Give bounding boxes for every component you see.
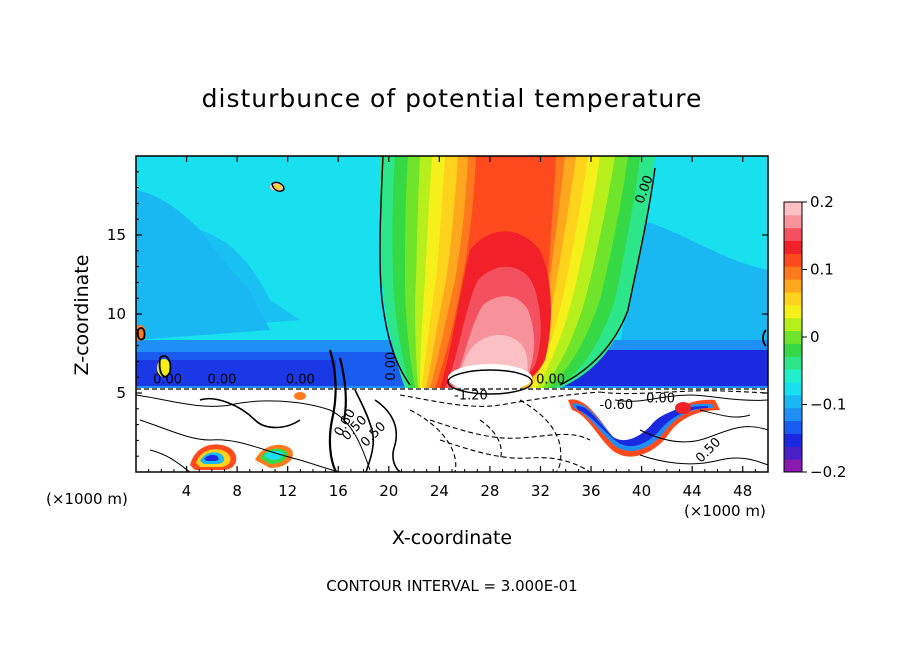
colorbar-tick-label: −0.1 xyxy=(810,396,846,414)
colorbar-tick-label: 0 xyxy=(810,328,820,346)
colorbar-band xyxy=(784,382,802,396)
contour-label: 0.00 xyxy=(384,352,399,381)
contour-interval-note: CONTOUR INTERVAL = 3.000E-01 xyxy=(326,577,578,595)
colorbar-band xyxy=(784,446,802,460)
chart-title: disturbunce of potential temperature xyxy=(201,84,703,113)
x-tick-label: 32 xyxy=(531,482,550,500)
x-tick-label: 28 xyxy=(480,482,499,500)
contour-label: -1.20 xyxy=(454,388,488,403)
x-units-right: (×1000 m) xyxy=(684,502,766,520)
x-tick-label: 16 xyxy=(329,482,348,500)
colorbar-tick-label: −0.2 xyxy=(810,463,846,481)
x-tick-label: 20 xyxy=(379,482,398,500)
colorbar-band xyxy=(784,356,802,370)
colorbar-band xyxy=(784,420,802,434)
colorbar-band xyxy=(784,214,802,229)
x-tick-label: 44 xyxy=(683,482,702,500)
colorbar-tick-label: 0.2 xyxy=(810,193,834,211)
colorbar-band xyxy=(784,292,802,306)
colorbar-band xyxy=(784,343,802,357)
colorbar-band xyxy=(784,369,802,383)
x-tick-label: 4 xyxy=(182,482,192,500)
heatmap-field xyxy=(136,156,768,472)
colorbar-band xyxy=(784,394,802,409)
colorbar-band xyxy=(784,227,802,242)
colorbar-band xyxy=(784,266,802,280)
x-tick-label: 12 xyxy=(278,482,297,500)
y-tick-label: 5 xyxy=(116,384,126,402)
contour-label: 0.00 xyxy=(646,391,675,406)
colorbar-band xyxy=(784,407,802,422)
colorbar-band xyxy=(784,459,802,473)
colorbar-band xyxy=(784,317,802,332)
x-axis: 4 8 12 16 20 24 28 32 36 40 44 48 xyxy=(148,156,756,500)
contour-label: 0.00 xyxy=(536,373,565,388)
x-tick-label: 24 xyxy=(430,482,449,500)
colorbar: 0.2 0.1 0 −0.1 −0.2 xyxy=(783,193,846,481)
y-tick-label: 15 xyxy=(107,226,126,244)
x-tick-label: 40 xyxy=(632,482,651,500)
x-units-left: (×1000 m) xyxy=(46,490,128,508)
colorbar-band xyxy=(784,330,802,344)
x-tick-label: 36 xyxy=(581,482,600,500)
colorbar-band xyxy=(784,279,802,293)
colorbar-band xyxy=(784,240,802,254)
x-axis-label: X-coordinate xyxy=(391,527,513,549)
colorbar-band xyxy=(784,433,802,447)
colorbar-band xyxy=(784,202,802,216)
contour-label: 0.00 xyxy=(153,373,182,388)
colorbar-tick-label: 0.1 xyxy=(810,261,834,279)
y-axis: 5 10 15 xyxy=(107,171,768,457)
contour-label: 0.00 xyxy=(207,373,236,388)
y-axis-label: Z-coordinate xyxy=(71,254,93,376)
y-tick-label: 10 xyxy=(107,305,126,323)
x-tick-label: 48 xyxy=(733,482,752,500)
colorbar-band xyxy=(784,253,802,267)
contour-label: -0.60 xyxy=(599,398,633,413)
colorbar-band xyxy=(784,304,802,319)
contour-label: 0.00 xyxy=(286,373,315,388)
x-tick-label: 8 xyxy=(232,482,242,500)
